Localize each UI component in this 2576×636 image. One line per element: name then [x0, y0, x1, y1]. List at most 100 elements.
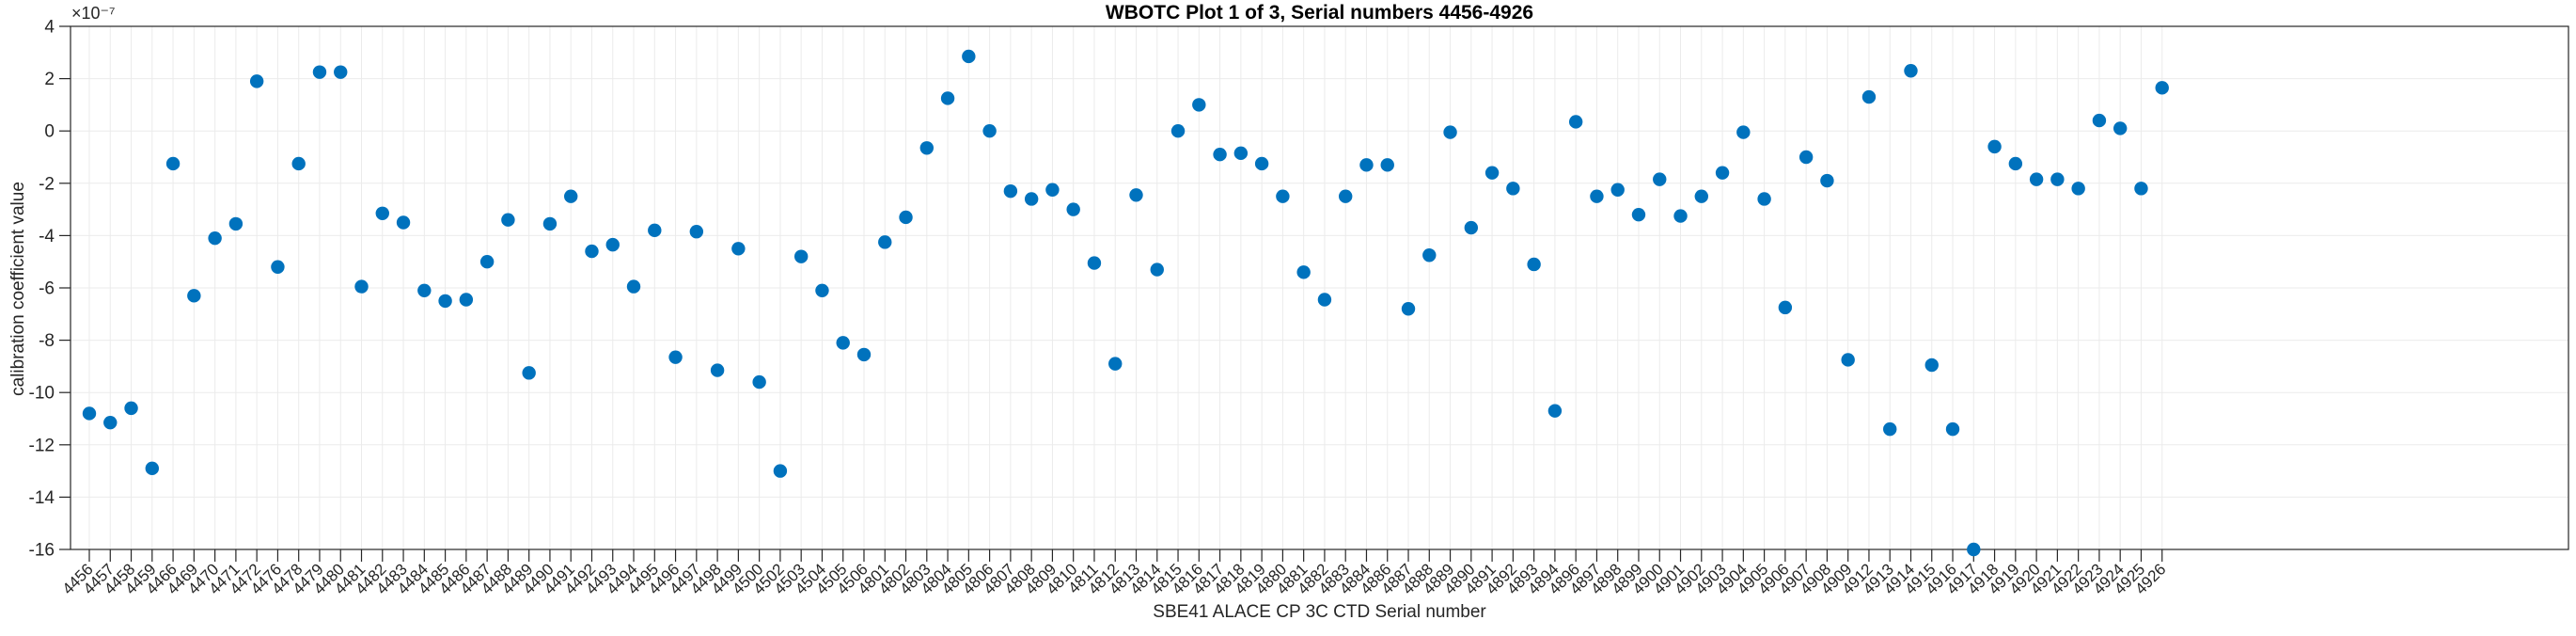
data-point-4481 — [354, 279, 369, 294]
data-point-4499 — [731, 242, 746, 256]
data-point-4504 — [815, 283, 829, 297]
data-point-4497 — [689, 225, 704, 239]
data-point-4496 — [668, 350, 683, 364]
x-axis-label: SBE41 ALACE CP 3C CTD Serial number — [1153, 602, 1486, 622]
data-point-4484 — [417, 283, 432, 297]
data-point-4818 — [1233, 146, 1249, 161]
data-point-4801 — [878, 235, 892, 249]
data-point-4893 — [1527, 257, 1541, 272]
data-point-4456 — [82, 406, 97, 421]
data-point-4896 — [1568, 115, 1583, 129]
data-point-4819 — [1254, 156, 1269, 171]
data-point-4917 — [1967, 542, 1981, 557]
data-point-4486 — [459, 293, 474, 307]
data-point-4804 — [940, 91, 955, 105]
y-axis-exponent: ×10⁻⁷ — [71, 4, 116, 23]
data-point-4476 — [271, 260, 285, 274]
data-point-4806 — [982, 124, 997, 138]
data-point-4888 — [1422, 248, 1437, 262]
data-point-4817 — [1213, 148, 1227, 162]
data-point-4469 — [187, 289, 201, 303]
chart-title: WBOTC Plot 1 of 3, Serial numbers 4456-4… — [1105, 2, 1534, 24]
data-point-4916 — [1945, 421, 1960, 437]
data-point-4459 — [145, 461, 160, 476]
data-point-4494 — [626, 279, 641, 294]
data-point-4805 — [962, 49, 976, 64]
data-point-4906 — [1778, 300, 1793, 315]
data-point-4918 — [1987, 139, 2002, 154]
data-point-4470 — [208, 231, 222, 246]
data-point-4897 — [1590, 189, 1604, 203]
data-point-4502 — [773, 464, 788, 478]
data-point-4892 — [1506, 182, 1520, 196]
data-point-4919 — [2008, 156, 2023, 171]
data-point-4900 — [1653, 172, 1667, 186]
y-tick-label: -10 — [29, 384, 55, 404]
data-point-4485 — [438, 294, 452, 309]
y-tick-label: -8 — [39, 331, 55, 351]
data-point-4886 — [1380, 158, 1394, 172]
data-point-4880 — [1276, 189, 1290, 203]
data-point-4925 — [2134, 182, 2148, 196]
data-point-4492 — [585, 244, 599, 259]
data-point-4915 — [1924, 358, 1939, 373]
data-point-4924 — [2113, 121, 2128, 135]
data-point-4488 — [501, 213, 515, 227]
data-point-4891 — [1484, 166, 1500, 180]
data-point-4814 — [1150, 262, 1164, 277]
data-point-4884 — [1359, 158, 1374, 172]
data-point-4471 — [228, 216, 243, 231]
data-point-4479 — [312, 65, 327, 79]
data-point-4815 — [1170, 124, 1186, 138]
data-point-4894 — [1547, 404, 1563, 418]
data-point-4883 — [1339, 189, 1353, 203]
data-point-4483 — [396, 215, 411, 230]
y-tick-label: -16 — [29, 541, 55, 561]
data-point-4498 — [710, 363, 725, 377]
data-point-4802 — [899, 210, 913, 225]
data-point-4490 — [542, 216, 558, 231]
data-point-4493 — [605, 237, 620, 252]
data-point-4908 — [1820, 173, 1834, 188]
data-point-4482 — [375, 206, 389, 220]
data-point-4457 — [103, 415, 118, 430]
data-point-4905 — [1757, 192, 1771, 206]
data-point-4899 — [1631, 207, 1646, 222]
data-point-4816 — [1192, 98, 1206, 112]
data-point-4807 — [1003, 183, 1018, 199]
y-tick-label: -12 — [29, 436, 55, 455]
data-point-4914 — [1904, 64, 1918, 78]
data-point-4505 — [836, 336, 850, 350]
data-point-4810 — [1066, 202, 1080, 216]
y-tick-label: 2 — [44, 70, 55, 89]
data-point-4903 — [1715, 166, 1730, 180]
data-point-4926 — [2155, 81, 2169, 95]
data-point-4890 — [1464, 220, 1479, 235]
data-point-4920 — [2029, 172, 2044, 186]
data-point-4907 — [1798, 150, 1814, 165]
data-point-4898 — [1610, 183, 1625, 197]
data-point-4901 — [1673, 209, 1688, 223]
data-point-4913 — [1883, 421, 1897, 437]
y-tick-label: -2 — [39, 174, 55, 194]
data-point-4487 — [479, 255, 495, 269]
data-point-4813 — [1129, 188, 1143, 202]
y-tick-label: 0 — [44, 122, 55, 142]
data-point-4472 — [249, 74, 264, 88]
data-point-4812 — [1108, 357, 1123, 371]
y-tick-label: -14 — [29, 488, 55, 508]
data-point-4808 — [1024, 192, 1039, 206]
data-point-4909 — [1841, 353, 1855, 367]
data-point-4495 — [648, 223, 662, 238]
data-point-4809 — [1045, 183, 1060, 197]
data-point-4466 — [165, 156, 181, 171]
data-point-4889 — [1443, 125, 1457, 139]
data-point-4923 — [2092, 113, 2107, 128]
data-point-4478 — [291, 156, 306, 171]
data-point-4491 — [564, 189, 578, 203]
data-point-4922 — [2071, 182, 2085, 196]
data-point-4503 — [793, 249, 809, 263]
data-point-4882 — [1317, 293, 1332, 307]
